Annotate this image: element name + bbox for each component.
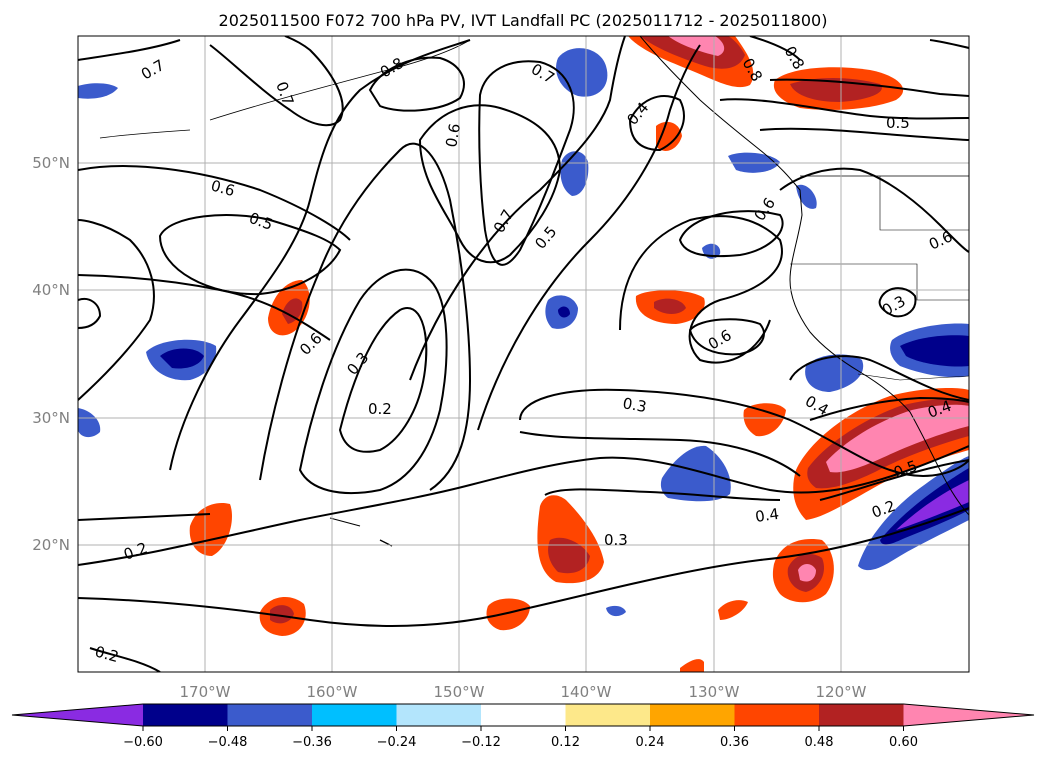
- colorbar-tick-label: 0.60: [889, 735, 918, 750]
- shade-negative-mid: [660, 445, 731, 502]
- lon-label: 160°W: [307, 683, 358, 701]
- colorbar-tick-label: 0.48: [805, 735, 834, 750]
- colorbar-tick-label: −0.12: [461, 735, 501, 750]
- lat-label: 50°N: [32, 154, 70, 172]
- colorbar-segment: [143, 704, 228, 726]
- lat-label: 40°N: [32, 281, 70, 299]
- colorbar-extend-low: [12, 704, 143, 726]
- colorbar-segment: [565, 704, 651, 726]
- colorbar-extend-high: [903, 704, 1034, 726]
- coastline: [99, 36, 969, 547]
- colorbar: −0.60 −0.48 −0.36 −0.24 −0.12 0.12 0.24 0.36 0.4…: [11, 703, 1035, 750]
- colorbar-segment: [396, 704, 482, 726]
- colorbar-tick-label: 0.12: [551, 735, 580, 750]
- contour-label: 0.5: [886, 114, 910, 132]
- lat-label: 20°N: [32, 536, 70, 554]
- contour-label: 0.2: [93, 642, 121, 666]
- contour-label: 0.6: [442, 122, 464, 149]
- colorbar-tick-label: −0.48: [208, 735, 248, 750]
- contour-label: 0.3: [621, 394, 648, 416]
- colorbar-tick-label: −0.36: [292, 735, 332, 750]
- lat-label: 30°N: [32, 409, 70, 427]
- lon-label: 140°W: [561, 683, 612, 701]
- lat-labels: 50°N 40°N 30°N 20°N: [32, 154, 70, 554]
- colorbar-segment: [734, 704, 820, 726]
- contour-0.2-south: [78, 445, 969, 566]
- contour-label: 0.4: [754, 505, 780, 526]
- pv-contours: [78, 36, 969, 672]
- map-frame: [77, 35, 970, 673]
- contour-0.3-center: [519, 388, 969, 477]
- shaded-regions: [78, 36, 969, 672]
- contour-label: 0.3: [604, 531, 628, 549]
- lon-label: 170°W: [180, 683, 231, 701]
- lon-label: 150°W: [434, 683, 485, 701]
- colorbar-tick-label: −0.60: [123, 735, 163, 750]
- lon-labels: 170°W 160°W 150°W 140°W 130°W 120°W: [180, 683, 867, 701]
- colorbar-tick-label: 0.36: [720, 735, 749, 750]
- colorbar-tick-label: 0.24: [636, 735, 665, 750]
- colorbar-segment: [819, 704, 904, 726]
- contour-label: 0.6: [209, 176, 237, 200]
- lon-label: 120°W: [816, 683, 867, 701]
- colorbar-segment: [227, 704, 313, 726]
- lon-label: 130°W: [689, 683, 740, 701]
- colorbar-segment: [312, 704, 397, 726]
- contour-label: 0.2: [368, 400, 392, 418]
- map-title: 2025011500 F072 700 hPa PV, IVT Landfall…: [219, 11, 828, 30]
- colorbar-segment: [650, 704, 735, 726]
- colorbar-segment: [481, 704, 566, 726]
- colorbar-tick-label: −0.24: [377, 735, 417, 750]
